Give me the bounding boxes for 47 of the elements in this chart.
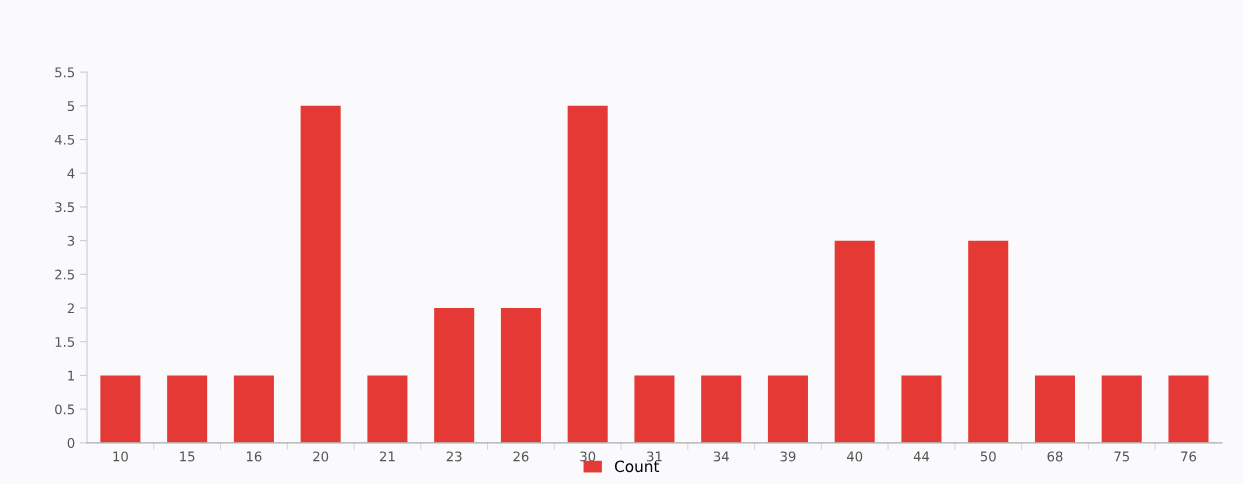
bar <box>167 375 208 443</box>
x-tick-label: 30 <box>580 451 596 462</box>
bar <box>834 240 875 443</box>
x-tick-label: 68 <box>1047 451 1063 462</box>
bar <box>1034 375 1075 443</box>
x-tick-label: 21 <box>379 451 395 462</box>
x-tick-label: 76 <box>1181 451 1197 462</box>
y-tick-label: 4.5 <box>54 134 75 145</box>
bar <box>233 375 274 443</box>
bar <box>500 308 541 443</box>
bar <box>767 375 808 443</box>
bar <box>567 105 608 443</box>
y-tick-label: 5 <box>67 101 75 112</box>
bar <box>701 375 742 443</box>
y-tick-label: 4 <box>67 168 75 179</box>
x-tick-label: 10 <box>113 451 128 462</box>
bar <box>367 375 408 443</box>
bar <box>968 240 1009 443</box>
y-tick-label: 1.5 <box>55 337 75 347</box>
legend-label: Count <box>614 460 660 473</box>
x-tick-label: 31 <box>647 451 662 462</box>
bar <box>901 375 942 443</box>
x-tick-label: 23 <box>446 451 462 462</box>
y-tick-label: 0.5 <box>55 404 75 415</box>
x-tick-label: 40 <box>846 451 863 462</box>
x-tick-label: 50 <box>980 451 996 462</box>
bar <box>1101 375 1142 443</box>
y-tick-label: 2.5 <box>55 269 75 280</box>
x-tick-label: 34 <box>713 451 729 462</box>
x-tick-label: 20 <box>313 451 329 462</box>
x-tick-label: 39 <box>780 451 796 462</box>
bar <box>100 375 141 443</box>
x-tick-label: 75 <box>1114 451 1129 462</box>
x-tick-label: 16 <box>246 451 262 462</box>
x-tick-label: 26 <box>513 451 529 462</box>
y-tick-label: 2 <box>67 303 74 314</box>
x-tick-label: 44 <box>913 451 930 462</box>
y-tick-label: 0 <box>67 438 75 449</box>
x-tick-label: 15 <box>180 451 195 462</box>
bar <box>434 308 475 443</box>
y-tick-label: 3 <box>67 235 75 246</box>
bar <box>634 375 675 443</box>
bar <box>1168 375 1209 443</box>
y-tick-label: 3.5 <box>55 202 75 213</box>
bar <box>300 105 341 443</box>
y-tick-label: 5.5 <box>55 67 75 78</box>
y-tick-label: 1 <box>68 370 74 381</box>
